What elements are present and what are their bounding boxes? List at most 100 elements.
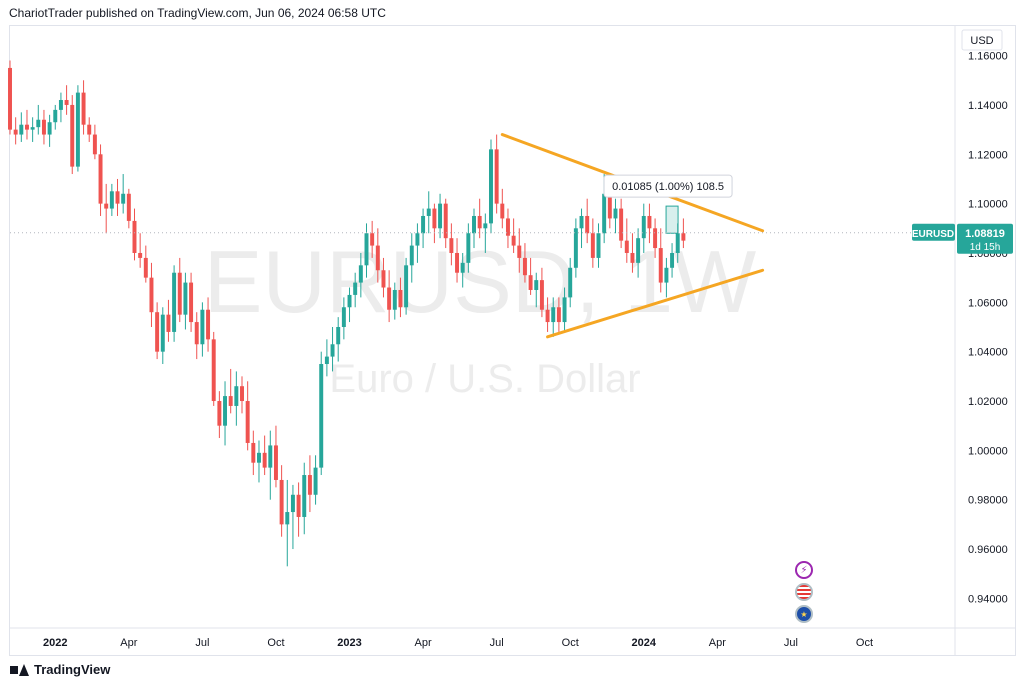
- publish-header: ChariotTrader published on TradingView.c…: [9, 6, 386, 20]
- footer-brand: TradingView: [34, 662, 111, 677]
- us-flag-icon[interactable]: [795, 583, 813, 601]
- candle-body: [489, 149, 493, 224]
- y-tick-label: 1.04000: [968, 347, 1008, 359]
- y-tick-label: 0.94000: [968, 593, 1008, 605]
- candle-body: [8, 67, 12, 130]
- candle-body: [545, 309, 550, 323]
- price-tag-value: 1.08819: [965, 228, 1005, 240]
- candle-body: [579, 215, 584, 229]
- candle-body: [483, 223, 488, 229]
- symbol-tag: [912, 223, 955, 241]
- measure-label: 0.01085 (1.00%) 108.5: [612, 181, 724, 193]
- y-tick-label: 0.98000: [968, 495, 1008, 507]
- candle-body: [206, 309, 211, 340]
- candle-body: [75, 92, 80, 167]
- candle-body: [268, 445, 273, 468]
- candle-body: [132, 220, 137, 253]
- candle-body: [296, 494, 301, 517]
- candle-body: [375, 245, 380, 271]
- candle-body: [630, 252, 635, 263]
- y-tick-label: 0.96000: [968, 544, 1008, 556]
- candle-body: [313, 467, 318, 495]
- candle-body: [387, 287, 392, 310]
- candle-body: [670, 252, 675, 268]
- last-price-label: EURUSD 1.08819 1d 15h: [10, 223, 1013, 254]
- candle-body: [556, 307, 561, 323]
- x-tick-label: Apr: [120, 637, 137, 649]
- candle-body: [257, 452, 261, 463]
- candle-body: [166, 314, 171, 332]
- candle-body: [307, 475, 312, 495]
- chart-frame: [9, 25, 1016, 656]
- x-tick-label: Oct: [856, 637, 873, 649]
- candle-body: [223, 396, 228, 426]
- candle-body: [279, 479, 284, 525]
- candle-body: [273, 445, 278, 480]
- candle-body: [19, 124, 24, 135]
- x-tick-label: 2023: [337, 637, 361, 649]
- candle-body: [404, 265, 409, 308]
- y-tick-label: 1.10000: [968, 199, 1008, 211]
- y-tick-label: 1.16000: [968, 51, 1008, 63]
- price-tag: [957, 223, 1013, 254]
- candle-body: [409, 245, 414, 266]
- candle-body: [138, 252, 143, 258]
- candle-body: [455, 252, 460, 273]
- candle-body: [324, 356, 329, 365]
- candle-body: [70, 104, 75, 167]
- candle-body: [302, 475, 307, 517]
- lightning-icon[interactable]: ⚡: [795, 561, 813, 579]
- tradingview-logo-icon: [10, 663, 30, 676]
- candle-body: [109, 191, 114, 209]
- candle-body: [477, 215, 482, 229]
- time-axis: 2022 Apr Jul Oct 2023 Apr Jul Oct 2024 Apr Jul Oct: [10, 627, 1016, 649]
- candle-body: [551, 307, 556, 323]
- candle-body: [415, 233, 420, 246]
- side-icons: ⚡ ★: [795, 561, 813, 623]
- candle-body: [353, 282, 358, 295]
- candle-body: [472, 215, 476, 234]
- candle-body: [183, 282, 188, 315]
- x-tick-label: Jul: [195, 637, 209, 649]
- candle-body: [585, 215, 590, 234]
- candle-body: [392, 289, 397, 310]
- candle-body: [664, 267, 669, 283]
- candle-body: [245, 401, 250, 443]
- candle-body: [53, 109, 58, 123]
- candle-body: [607, 193, 612, 219]
- candle-body: [596, 233, 601, 258]
- candle-body: [172, 272, 177, 332]
- candle-body: [81, 92, 86, 125]
- candle-body: [432, 208, 437, 229]
- candle-body: [421, 215, 426, 234]
- currency-label: USD: [970, 35, 993, 47]
- candle-body: [126, 193, 131, 221]
- candle-body: [121, 193, 126, 204]
- measure-tool: 0.01085 (1.00%) 108.5: [603, 174, 733, 234]
- candle-body: [285, 512, 290, 525]
- candle-body: [330, 344, 335, 357]
- candle-body: [200, 309, 205, 345]
- candle-body: [115, 191, 120, 204]
- candle-body: [364, 233, 369, 266]
- candle-body: [30, 127, 35, 130]
- watermark: EURUSD, 1W Euro / U.S. Dollar: [204, 232, 757, 401]
- candle-body: [41, 119, 46, 135]
- price-axis: USD1.160001.140001.120001.100001.080001.…: [954, 26, 1008, 656]
- candle-body: [143, 257, 148, 278]
- candle-body: [641, 215, 646, 239]
- candle-body: [92, 134, 97, 155]
- candle-body: [494, 149, 499, 204]
- eu-flag-icon[interactable]: ★: [795, 605, 813, 623]
- x-tick-label: Oct: [267, 637, 284, 649]
- candle-body: [562, 297, 567, 323]
- candle-body: [189, 282, 194, 323]
- price-tag-countdown: 1d 15h: [970, 242, 1001, 253]
- candle-body: [149, 277, 154, 313]
- candle-body: [534, 280, 539, 290]
- candle-body: [619, 208, 624, 241]
- x-tick-label: Jul: [490, 637, 504, 649]
- candle-body: [290, 494, 295, 513]
- candle-body: [36, 119, 41, 128]
